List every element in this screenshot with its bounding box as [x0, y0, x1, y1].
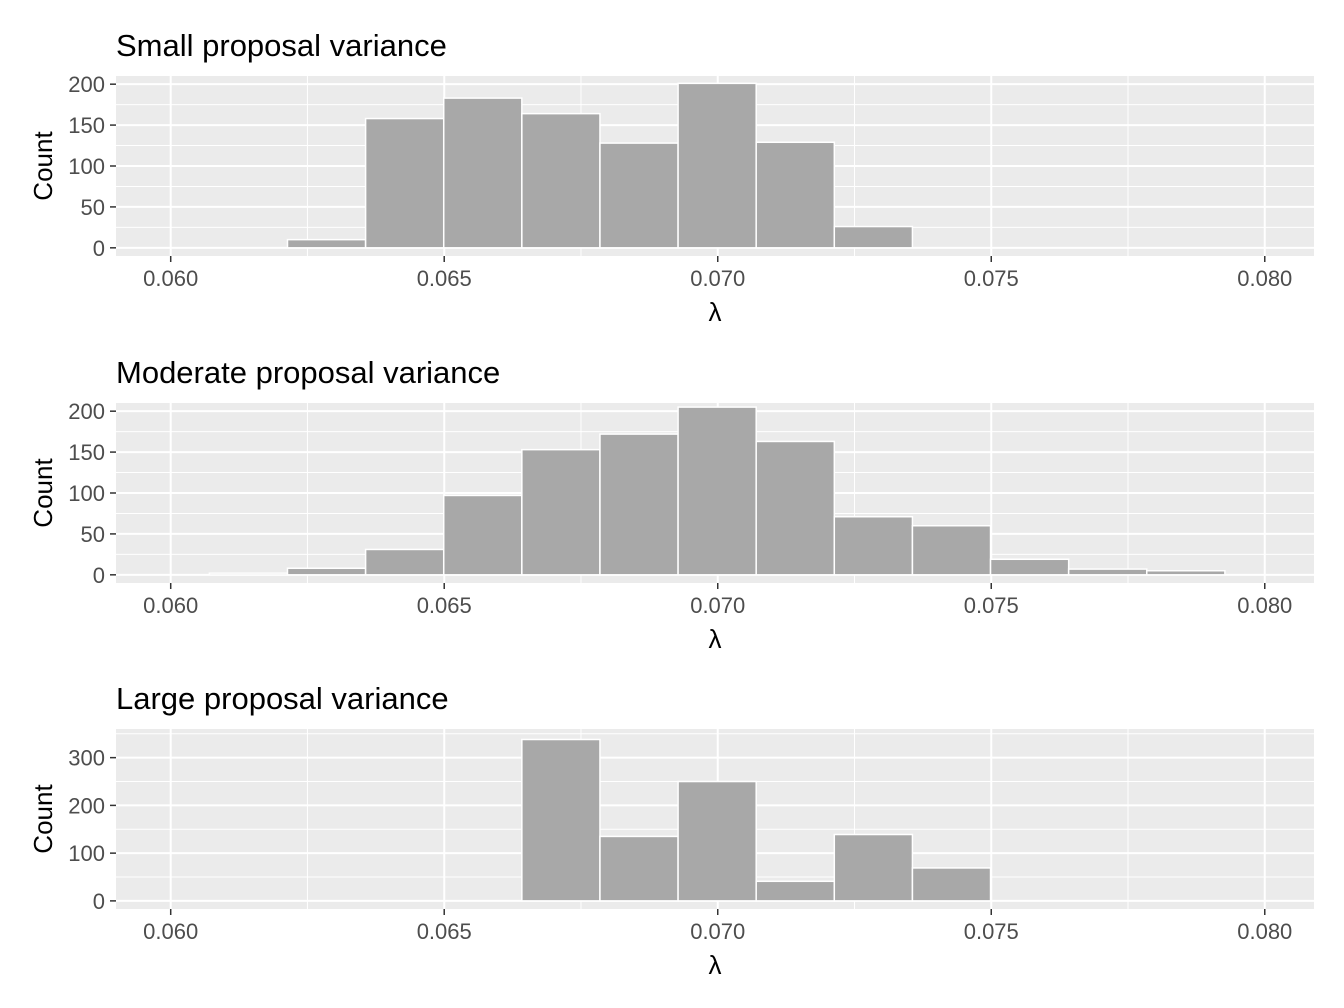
x-axis-title: λ	[709, 297, 722, 327]
histogram-bar	[1067, 568, 1148, 576]
histogram-bar	[208, 572, 289, 576]
histogram-bar	[364, 117, 445, 249]
histogram-bar	[989, 558, 1070, 576]
x-tick-label: 0.070	[690, 266, 745, 291]
chart-title: Small proposal variance	[116, 28, 447, 63]
y-tick-label: 0	[93, 236, 105, 261]
histogram-bar	[677, 780, 757, 902]
y-tick-label: 200	[68, 72, 105, 97]
y-tick-label: 300	[68, 746, 105, 771]
x-tick-label: 0.065	[417, 266, 472, 291]
chart-title: Large proposal variance	[116, 681, 449, 716]
y-axis-title: Count	[28, 784, 58, 854]
x-axis-title: λ	[709, 624, 722, 654]
x-tick-label: 0.080	[1237, 919, 1292, 944]
histogram-bar	[599, 142, 679, 249]
y-tick-label: 150	[68, 440, 105, 465]
x-tick-label: 0.075	[964, 919, 1019, 944]
y-axis-title: Count	[28, 131, 58, 201]
y-tick-label: 0	[93, 889, 105, 914]
histogram-bar	[599, 835, 679, 902]
histogram-bar	[286, 567, 367, 576]
chart-panel-3: Large proposal variance 0.060 0.065 0.070 0.…	[28, 681, 1314, 980]
y-tick-label: 100	[68, 481, 105, 506]
chart-panel-1: Small proposal variance 0.060 0.065 0.070 0.…	[28, 28, 1314, 327]
x-tick-label: 0.080	[1237, 593, 1292, 618]
x-tick-label: 0.060	[143, 593, 198, 618]
histogram-bar	[833, 225, 914, 249]
y-tick-label: 200	[68, 399, 105, 424]
chart-panel-2: Moderate proposal variance 0.060 0.065 0.07…	[28, 355, 1314, 654]
x-tick-label: 0.065	[417, 593, 472, 618]
histogram-bar	[755, 880, 836, 902]
histogram-bar	[755, 440, 836, 576]
x-tick-label: 0.080	[1237, 266, 1292, 291]
histogram-bar	[599, 433, 679, 576]
y-tick-label: 0	[93, 563, 105, 588]
histogram-bar	[755, 141, 836, 249]
y-tick-label: 150	[68, 113, 105, 138]
x-tick-label: 0.070	[690, 919, 745, 944]
histogram-bar	[521, 112, 601, 249]
histogram-bar	[521, 448, 601, 576]
histogram-bar	[833, 515, 914, 576]
histogram-bar	[442, 97, 523, 249]
y-tick-label: 100	[68, 154, 105, 179]
y-tick-label: 200	[68, 793, 105, 818]
histogram-bar	[677, 406, 757, 576]
x-tick-label: 0.070	[690, 593, 745, 618]
x-axis-title: λ	[709, 950, 722, 980]
chart-title: Moderate proposal variance	[116, 355, 500, 390]
y-tick-label: 100	[68, 841, 105, 866]
x-tick-label: 0.075	[964, 266, 1019, 291]
x-tick-label: 0.075	[964, 593, 1019, 618]
x-tick-label: 0.065	[417, 919, 472, 944]
histogram-bar	[911, 867, 992, 902]
histogram-bar	[833, 833, 914, 902]
histogram-bar	[521, 738, 601, 902]
x-tick-label: 0.060	[143, 266, 198, 291]
histogram-bar	[677, 82, 757, 249]
histogram-bar	[1146, 569, 1226, 576]
histogram-bar	[442, 494, 523, 576]
histogram-bar	[364, 548, 445, 576]
y-axis-title: Count	[28, 458, 58, 528]
y-tick-label: 50	[81, 522, 105, 547]
y-tick-label: 50	[81, 195, 105, 220]
x-tick-label: 0.060	[143, 919, 198, 944]
histogram-bar	[911, 524, 992, 576]
histogram-bar	[286, 238, 367, 249]
